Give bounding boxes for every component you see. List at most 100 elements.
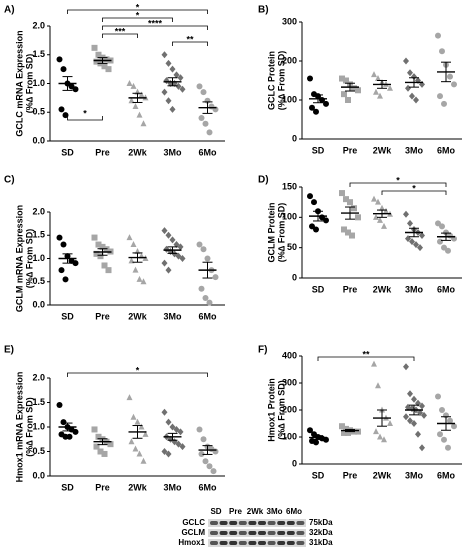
point — [177, 74, 184, 82]
bracket — [102, 17, 173, 22]
point — [179, 85, 186, 93]
point — [134, 418, 141, 425]
x-tick-label: 6Mo — [199, 147, 218, 157]
band — [258, 531, 266, 535]
point — [173, 71, 180, 79]
y-tick-label: 1.5 — [32, 49, 45, 59]
significance: * — [396, 175, 400, 185]
blot-lane: 6Mo — [286, 507, 302, 516]
y-axis-label: GCLM mRNA Expression — [14, 205, 24, 312]
point — [307, 75, 313, 82]
point — [323, 100, 329, 107]
point — [140, 278, 147, 285]
blot-size: 32kDa — [309, 528, 333, 537]
point — [93, 443, 100, 450]
y-axis-label: GCLC mRNA Expression — [14, 30, 24, 136]
y-tick-label: 1.0 — [32, 421, 45, 431]
y-tick-label: 200 — [282, 404, 297, 414]
significance: * — [83, 108, 87, 118]
point — [99, 243, 106, 250]
point — [206, 129, 213, 136]
x-tick-label: SD — [61, 147, 74, 157]
panel: F) Hmox1 Protein (%∆ From SD) 0 100 200 300 400… — [258, 345, 462, 480]
x-tick-label: Pre — [95, 147, 110, 157]
point — [339, 423, 345, 430]
point — [56, 401, 63, 408]
bracket — [67, 116, 103, 121]
x-tick-label: SD — [61, 482, 74, 492]
x-tick-label: Pre — [343, 470, 358, 480]
point — [407, 219, 413, 227]
point — [341, 91, 347, 98]
y-tick-label: 0 — [292, 458, 297, 468]
point — [169, 65, 176, 73]
y-tick-label: 1.5 — [32, 397, 45, 407]
point — [200, 89, 207, 96]
point — [212, 274, 219, 281]
y-tick-label: 0 — [292, 272, 297, 282]
point — [204, 255, 211, 262]
blot-size: 31kDa — [309, 538, 333, 547]
point — [373, 428, 379, 435]
panel: E) Hmox1 mRNA Expression (%∆ From SD) 0.0 0.… — [4, 345, 225, 492]
y-tick-label: 50 — [287, 242, 297, 252]
panel-label: E) — [4, 345, 14, 356]
point — [177, 428, 184, 436]
point — [175, 82, 182, 90]
y-tick-label: 300 — [282, 377, 297, 387]
point — [56, 56, 63, 63]
point — [210, 468, 217, 475]
point — [165, 59, 172, 67]
y-tick-label: 150 — [282, 181, 297, 191]
point — [421, 411, 427, 419]
blot-lane: 3Mo — [267, 507, 283, 516]
point — [128, 438, 135, 445]
panel-label: B) — [258, 5, 269, 16]
point — [169, 423, 176, 431]
point — [451, 81, 457, 88]
bracket — [381, 190, 447, 195]
point — [375, 382, 381, 389]
y-tick-label: 100 — [282, 431, 297, 441]
band — [229, 541, 238, 545]
y-tick-label: 1.5 — [32, 230, 45, 240]
blot-lane: SD — [210, 507, 221, 516]
point — [407, 69, 413, 77]
point — [373, 213, 379, 220]
point — [441, 436, 447, 443]
band — [286, 531, 295, 535]
x-tick-label: 3Mo — [164, 482, 183, 492]
x-tick-label: Pre — [95, 482, 110, 492]
band — [258, 521, 266, 525]
point — [377, 433, 383, 440]
point — [97, 253, 104, 260]
point — [165, 231, 172, 239]
point — [95, 433, 102, 440]
point — [371, 360, 377, 367]
point — [341, 429, 347, 436]
point — [435, 393, 441, 400]
point — [101, 262, 108, 269]
point — [103, 56, 110, 63]
y-tick-label: 0.0 — [32, 135, 45, 145]
point — [437, 93, 443, 100]
point — [140, 120, 147, 127]
blot-strip — [208, 519, 306, 527]
point — [341, 226, 347, 233]
point — [405, 84, 411, 92]
point — [403, 57, 409, 65]
y-tick-label: 1.0 — [32, 253, 45, 263]
point — [411, 420, 417, 427]
point — [435, 32, 441, 39]
point — [345, 229, 351, 236]
band — [296, 531, 305, 535]
panel-label: A) — [4, 5, 15, 16]
bracket — [102, 33, 138, 38]
point — [407, 390, 413, 398]
bracket — [102, 25, 208, 30]
band — [238, 531, 247, 535]
x-tick-label: 2Wk — [128, 482, 148, 492]
band — [296, 541, 305, 545]
point — [58, 267, 65, 274]
point — [175, 440, 182, 448]
